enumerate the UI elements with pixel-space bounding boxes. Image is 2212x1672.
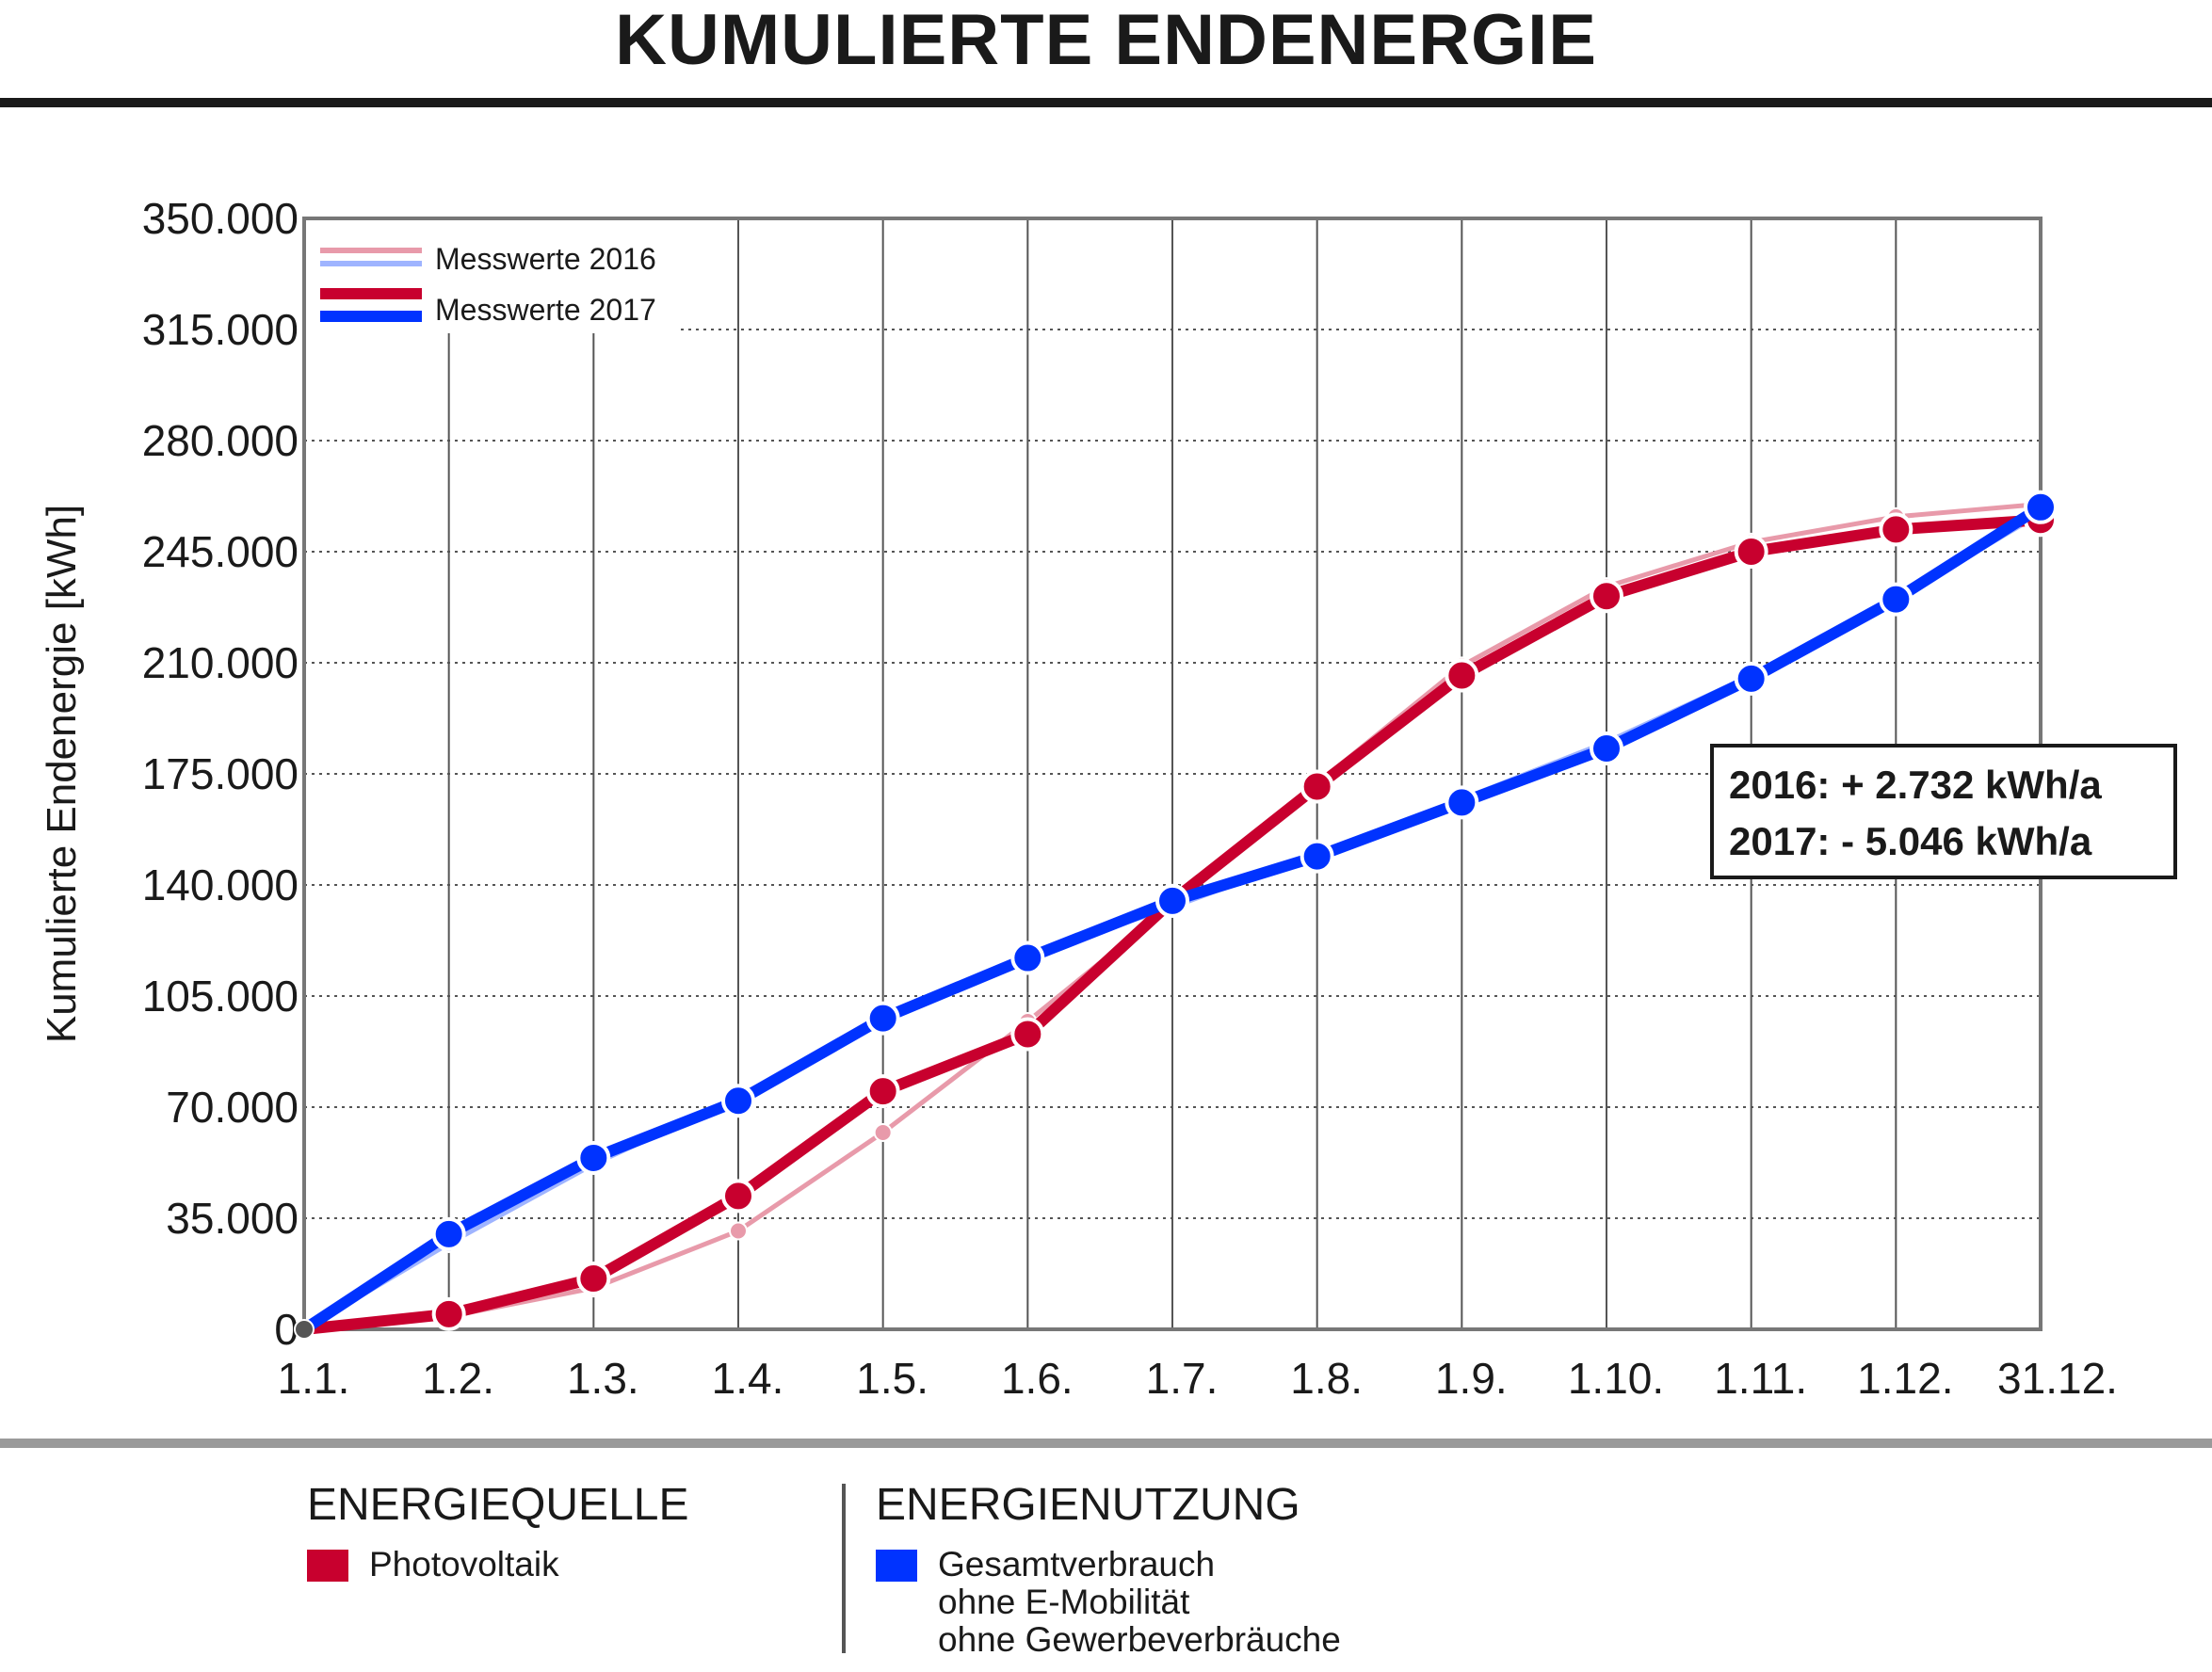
photovoltaik-label: Photovoltaik [369,1545,559,1584]
annotation-box: 2016: + 2.732 kWh/a 2017: - 5.046 kWh/a [1710,744,2177,879]
pv-2017-point [865,1074,900,1109]
x-tick-label: 1.7. [1146,1354,1219,1403]
pv-2017-point [1445,658,1479,693]
legend-energy-usage: ENERGIENUTZUNG Gesamtverbrauch ohne E-Mo… [876,1478,1341,1659]
x-tick-label: 1.10. [1568,1354,1664,1403]
usage-2017-point [2024,490,2058,524]
y-tick-label: 175.000 [142,749,299,798]
energy-usage-heading: ENERGIENUTZUNG [876,1480,1300,1530]
y-tick-label: 35.000 [166,1194,299,1243]
y-tick-label: 280.000 [142,416,299,465]
y-tick-label: 315.000 [142,305,299,354]
x-tick-label: 1.5. [856,1354,928,1403]
usage-2017-point [1155,883,1189,918]
series [294,490,2058,1340]
pv-2017-point [576,1262,611,1296]
usage-2017-point [1300,839,1334,874]
gesamtverbrauch-swatch [876,1550,917,1582]
chart-legend: Messwerte 2016 Messwerte 2017 [306,220,679,333]
usage-2017-point [1590,732,1623,766]
x-tick-label: 1.2. [422,1354,494,1403]
energy-source-heading: ENERGIEQUELLE [307,1480,689,1530]
x-tick-label: 1.3. [567,1354,639,1403]
legend-entry-photovoltaik: Photovoltaik [307,1546,688,1584]
usage-line-1: Gesamtverbrauch [938,1545,1216,1584]
pv-2017-point [1734,535,1768,569]
legend-label-2017: Messwerte 2017 [435,293,656,327]
y-tick-label: 245.000 [142,527,299,576]
usage-line-3: ohne Gewerbeverbräuche [938,1620,1341,1659]
pv-2016-point [873,1122,893,1142]
legend-divider [842,1484,846,1653]
legend-energy-source: ENERGIEQUELLE Photovoltaik [307,1478,688,1584]
usage-2017-point [1010,940,1045,975]
legend-label-2016: Messwerte 2016 [435,242,656,276]
title-rule [0,98,2212,107]
pv-2017-point [431,1296,466,1331]
usage-2017-point [1879,582,1913,617]
x-tick-label: 1.12. [1857,1354,1953,1403]
usage-2017-point [1734,661,1768,696]
axes: 035.00070.000105.000140.000175.000210.00… [39,194,2118,1403]
y-tick-label: 210.000 [142,638,299,687]
x-tick-label: 31.12. [1997,1354,2118,1403]
usage-2017-point [576,1140,611,1175]
annotation-frame [1710,744,2177,879]
chart-title: KUMULIERTE ENDENERGIE [615,0,1597,80]
pv-2016-point [729,1221,748,1241]
gesamtverbrauch-text: Gesamtverbrauch ohne E-Mobilität ohne Ge… [938,1546,1341,1659]
usage-2017-point [865,1001,900,1036]
footer-rule [0,1439,2212,1448]
x-tick-label: 1.4. [712,1354,784,1403]
pv-2017-point [1300,769,1334,804]
pv-2017-point [1879,512,1913,547]
usage-2017-point [431,1216,466,1251]
usage-2017-point [721,1084,755,1118]
y-tick-label: 350.000 [142,194,299,243]
x-tick-label: 1.6. [1001,1354,1074,1403]
x-tick-label: 1.9. [1435,1354,1508,1403]
pv-2017-point [1010,1017,1045,1052]
origin-point [294,1319,315,1340]
x-tick-label: 1.1. [278,1354,350,1403]
pv-2017-point [1590,579,1623,614]
x-tick-label: 1.11. [1714,1354,1807,1403]
usage-line-2: ohne E-Mobilität [938,1583,1190,1621]
annotation-line: 2016: + 2.732 kWh/a [1729,763,2102,807]
y-tick-label: 140.000 [142,860,299,909]
usage-2017-point [1445,785,1479,820]
legend-entry-gesamtverbrauch: Gesamtverbrauch ohne E-Mobilität ohne Ge… [876,1546,1341,1659]
y-tick-label: 105.000 [142,972,299,1021]
x-tick-label: 1.8. [1290,1354,1363,1403]
y-axis-label: Kumulierte Endenergie [kWh] [39,505,85,1043]
cumulative-energy-chart: 035.00070.000105.000140.000175.000210.00… [39,194,2177,1403]
annotation-line: 2017: - 5.046 kWh/a [1729,819,2092,863]
pv-2017-point [721,1179,755,1214]
y-tick-label: 70.000 [166,1083,299,1132]
photovoltaik-swatch [307,1550,348,1582]
